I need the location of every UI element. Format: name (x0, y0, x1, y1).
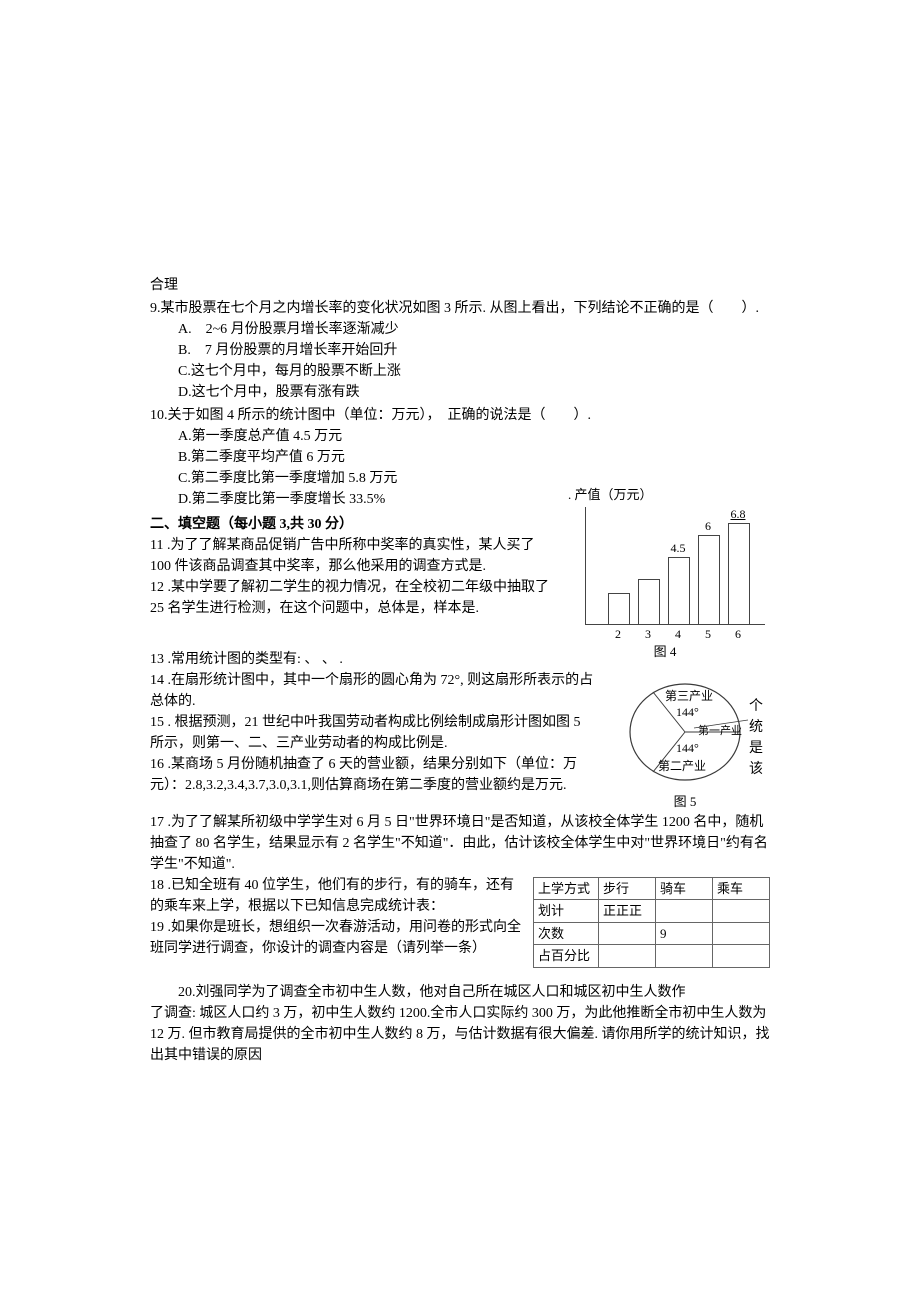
pretext: 合理 (150, 275, 770, 296)
table-cell: 占百分比 (534, 945, 599, 968)
table-cell (713, 922, 770, 945)
table-cell: 划计 (534, 900, 599, 923)
pie-angle-a: 144° (676, 705, 699, 719)
q18-text: .已知全班有 40 位学生，他们有的步行，有的骑车，还有的乘车来上学，根据以下已… (150, 878, 514, 914)
figure-4-bar-2 (638, 579, 660, 625)
question-9: 9.某市股票在七个月之内增长率的变化状况如图 3 所示. 从图上看出，下列结论不… (150, 298, 770, 403)
pie-label-3rd: 第三产业 (665, 689, 713, 703)
q10-option-b: B.第二季度平均产值 6 万元 (150, 447, 770, 468)
table-row: 次数 9 (534, 922, 770, 945)
figure-4-bar-5 (728, 523, 750, 625)
table-cell: 正正正 (599, 900, 656, 923)
q9-option-d: D.这七个月中，股票有涨有跌 (150, 382, 770, 403)
figure-4-caption: 图 4 (560, 642, 770, 662)
q11-text: .为了了解某商品促销广告中所称中奖率的真实性，某人买了 100 件该商品调查其中… (150, 538, 534, 574)
pie-label-2nd: 第二产业 (658, 759, 706, 773)
figure-4-xtick-4: 5 (705, 625, 711, 643)
q10-option-a: A.第一季度总产值 4.5 万元 (150, 426, 770, 447)
q10-stem: 10.关于如图 4 所示的统计图中（单位：万元）， 正确的说法是（ ）. (150, 405, 770, 426)
figure-4-xtick-1: 2 (615, 625, 621, 643)
q14-text: .在扇形统计图中，其中一个扇形的圆心角为 72°, 则这扇形所表示的占总体的. (150, 673, 593, 709)
q15-number: 15 (150, 715, 164, 730)
q9-option-c: C.这七个月中，每月的股票不断上涨 (150, 361, 770, 382)
figure-4-container: . 产值（万元） 4.5 6 6.8 2 3 4 5 6 图 4 (560, 489, 770, 649)
table-cell (656, 900, 713, 923)
q9-stem: 9.某市股票在七个月之内增长率的变化状况如图 3 所示. 从图上看出，下列结论不… (150, 298, 770, 319)
table-header-2: 骑车 (656, 877, 713, 900)
figure-4-bar-4 (698, 535, 720, 625)
q20-line2: 了调查: 城区人口约 3 万，初中生人数约 1200.全市人口实际约 300 万… (150, 1003, 770, 1066)
q15-text: . 根据预测，21 世纪中叶我国劳动者构成比例绘制成扇形计图如图 5 所示，则第… (150, 715, 581, 751)
table-cell (599, 922, 656, 945)
vertical-stray-text: 个统是该 (749, 696, 764, 780)
q14-number: 14 (150, 673, 164, 688)
q12-number: 12 (150, 580, 164, 595)
q16-number: 16 (150, 757, 164, 772)
figure-5-caption: 图 5 (600, 792, 770, 812)
q13-number: 13 (150, 652, 164, 667)
figure-5-container: 第三产业 144° 第一产业 144° 第二产业 图 5 (600, 670, 770, 812)
q13-text: .常用统计图的类型有: 、 、 . (168, 652, 343, 667)
pie-angle-c: 144° (676, 741, 699, 755)
table-cell (656, 945, 713, 968)
q18-table: 上学方式 步行 骑车 乘车 划计 正正正 次数 9 占百分比 (533, 877, 770, 968)
q19-number: 19 (150, 920, 164, 935)
figure-4-bar-1 (608, 593, 630, 625)
figure-4-y-axis (585, 507, 586, 625)
table-row: 划计 正正正 (534, 900, 770, 923)
q17-number: 17 (150, 815, 164, 830)
table-cell: 次数 (534, 922, 599, 945)
q20-line1: 20.刘强同学为了调查全市初中生人数，他对自己所在城区人口和城区初中生人数作 (150, 982, 770, 1003)
q10-option-c: C.第二季度比第一季度增加 5.8 万元 (150, 468, 770, 489)
pie-label-1st: 第一产业 (698, 723, 742, 737)
q12-text: .某中学要了解初二学生的视力情况，在全校初二年级中抽取了 25 名学生进行检测，… (150, 580, 549, 616)
q16-text: .某商场 5 月份随机抽查了 6 天的营业额，结果分别如下（单位：万元）：2.8… (150, 757, 577, 793)
q19-text: .如果你是班长，想组织一次春游活动，用问卷的形式向全班同学进行调查，你设计的调查… (150, 920, 521, 956)
table-cell (713, 900, 770, 923)
q17-text: .为了了解某所初级中学学生对 6 月 5 日"世界环境日"是否知道，从该校全体学… (150, 815, 768, 872)
figure-4-ylabel: . 产值（万元） (568, 485, 653, 505)
figure-4-xtick-3: 4 (675, 625, 681, 643)
figure-4-bar-label-4: 6 (705, 517, 711, 535)
q9-option-a: A. 2~6 月份股票月增长率逐渐减少 (150, 319, 770, 340)
table-header-0: 上学方式 (534, 877, 599, 900)
table-cell: 9 (656, 922, 713, 945)
figure-5-pie-chart: 第三产业 144° 第一产业 144° 第二产业 (620, 670, 750, 790)
table-header-1: 步行 (599, 877, 656, 900)
table-header-3: 乘车 (713, 877, 770, 900)
table-cell (599, 945, 656, 968)
figure-4-xtick-5: 6 (735, 625, 741, 643)
question-10: 10.关于如图 4 所示的统计图中（单位：万元）， 正确的说法是（ ）. A.第… (150, 405, 770, 649)
figure-4-xtick-2: 3 (645, 625, 651, 643)
table-row: 占百分比 (534, 945, 770, 968)
q18-number: 18 (150, 878, 164, 893)
q11-number: 11 (150, 538, 163, 553)
table-cell (713, 945, 770, 968)
figure-4-bar-label-3: 4.5 (671, 539, 686, 557)
table-row: 上学方式 步行 骑车 乘车 (534, 877, 770, 900)
figure-4-bar-label-5: 6.8 (731, 505, 746, 523)
q9-option-b: B. 7 月份股票的月增长率开始回升 (150, 340, 770, 361)
figure-4-bar-chart: . 产值（万元） 4.5 6 6.8 2 3 4 5 6 图 4 (560, 489, 770, 649)
figure-4-bar-3 (668, 557, 690, 625)
